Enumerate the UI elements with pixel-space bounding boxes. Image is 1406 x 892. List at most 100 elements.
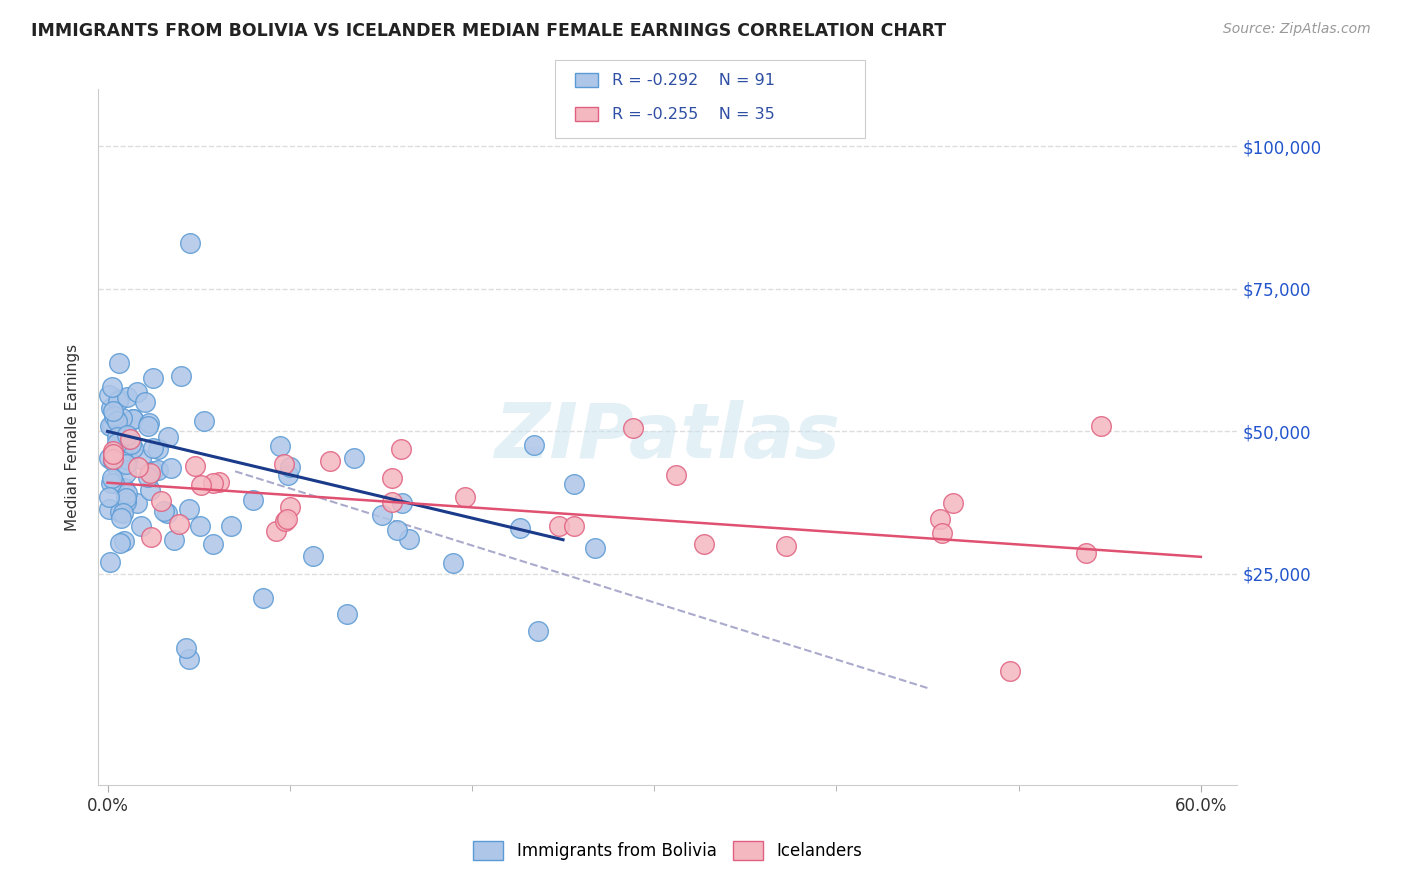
Point [114, 466, 136, 480]
Point [1074, 545, 1097, 559]
Point [170, 369, 193, 384]
Point [107, 394, 129, 409]
Point [335, 607, 357, 621]
Point [142, 465, 165, 479]
Point [101, 451, 124, 466]
Point [167, 517, 190, 532]
Point [105, 430, 128, 444]
Point [108, 535, 131, 549]
Point [692, 537, 714, 551]
Point [319, 454, 342, 468]
Point [454, 490, 477, 504]
Point [98, 388, 121, 402]
Point [108, 505, 131, 519]
Point [523, 438, 546, 452]
Point [101, 444, 124, 458]
Point [562, 476, 585, 491]
Point [134, 395, 156, 409]
Point [931, 526, 953, 541]
Point [110, 511, 132, 525]
Point [115, 390, 138, 404]
Point [548, 518, 571, 533]
Point [111, 506, 134, 520]
Point [665, 468, 688, 483]
Point [179, 236, 201, 251]
Point [115, 457, 138, 471]
Point [101, 454, 124, 468]
Point [998, 664, 1021, 678]
Legend: Immigrants from Bolivia, Icelanders: Immigrants from Bolivia, Icelanders [467, 835, 869, 867]
Point [391, 496, 413, 510]
Point [343, 450, 366, 465]
Point [562, 519, 585, 533]
Point [101, 403, 124, 417]
Point [208, 475, 231, 489]
Point [103, 475, 125, 490]
Point [163, 533, 186, 548]
Point [139, 467, 162, 481]
Point [98, 502, 121, 516]
Point [621, 421, 644, 435]
Point [98, 419, 121, 434]
Point [98, 555, 121, 569]
Text: R = -0.292    N = 91: R = -0.292 N = 91 [612, 73, 775, 87]
Point [110, 439, 132, 453]
Point [385, 523, 408, 537]
Point [302, 549, 325, 563]
Point [274, 514, 297, 528]
Point [202, 537, 225, 551]
Point [138, 416, 160, 430]
Point [120, 437, 142, 451]
Point [380, 495, 402, 509]
Point [242, 493, 264, 508]
Point [928, 511, 950, 525]
Point [188, 519, 211, 533]
Point [277, 468, 299, 483]
Point [108, 436, 131, 450]
Point [131, 519, 153, 533]
Point [115, 495, 138, 509]
Point [101, 380, 124, 394]
Point [264, 524, 287, 538]
Point [115, 486, 138, 500]
Point [278, 500, 301, 514]
Point [370, 508, 392, 523]
Point [136, 419, 159, 434]
Point [583, 541, 606, 556]
Point [381, 471, 404, 485]
Point [98, 490, 121, 504]
Point [441, 556, 464, 570]
Point [112, 482, 135, 496]
Point [142, 371, 165, 385]
Point [148, 442, 170, 457]
Y-axis label: Median Female Earnings: Median Female Earnings [65, 343, 80, 531]
Point [179, 502, 201, 516]
Point [269, 439, 291, 453]
Point [942, 496, 965, 510]
Point [278, 459, 301, 474]
Point [101, 471, 124, 485]
Point [190, 477, 212, 491]
Point [273, 457, 295, 471]
Text: IMMIGRANTS FROM BOLIVIA VS ICELANDER MEDIAN FEMALE EARNINGS CORRELATION CHART: IMMIGRANTS FROM BOLIVIA VS ICELANDER MED… [31, 22, 946, 40]
Point [156, 507, 179, 521]
Point [156, 430, 179, 444]
Point [107, 428, 129, 442]
Point [775, 539, 797, 553]
Point [122, 411, 145, 425]
Point [153, 504, 176, 518]
Point [122, 412, 145, 426]
Point [142, 441, 165, 455]
Text: R = -0.255    N = 35: R = -0.255 N = 35 [612, 107, 775, 121]
Point [193, 414, 215, 428]
Point [221, 518, 243, 533]
Point [100, 476, 122, 491]
Text: Source: ZipAtlas.com: Source: ZipAtlas.com [1223, 22, 1371, 37]
Point [389, 442, 412, 457]
Point [149, 493, 172, 508]
Point [112, 533, 135, 548]
Point [108, 356, 131, 370]
Point [120, 432, 142, 446]
Point [398, 533, 420, 547]
Point [527, 624, 550, 638]
